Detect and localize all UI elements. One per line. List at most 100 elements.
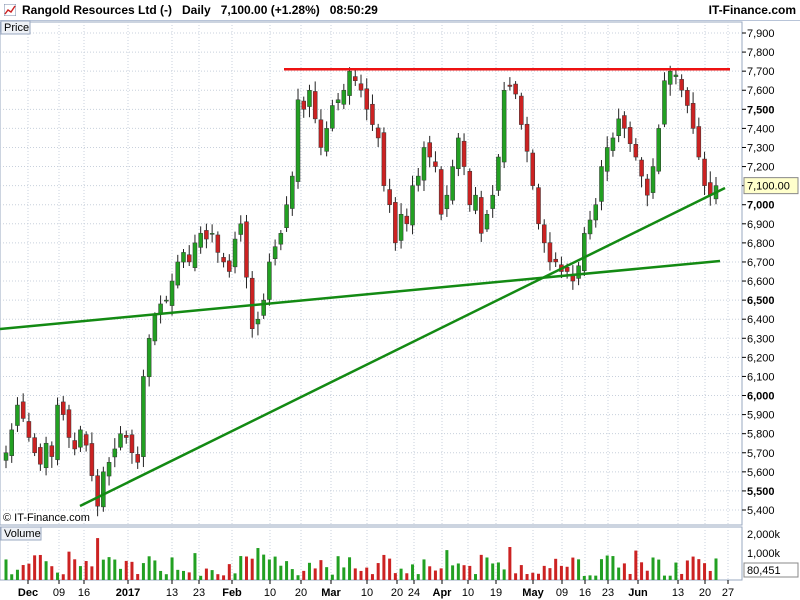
candle-body [387,189,392,205]
price-tick-label: 6,800 [747,238,775,250]
candle-body [152,315,158,342]
volume-bar [542,565,546,580]
current-volume-badge [743,562,799,578]
volume-bar [210,570,214,580]
candle-body [20,401,26,419]
volume-bar [56,572,60,580]
candle-body [667,70,673,85]
volume-bar [376,563,380,580]
support-trendline-long [0,259,721,331]
date-axis: Dec 09 16 2017 13 23 Feb 10 20 Mar 10 20 24 Apr 10 19 Ma… [18,580,734,599]
volume-bar [433,570,437,580]
volume-bar [50,566,54,580]
volume-bar [651,557,655,580]
candle-body [272,246,278,259]
candle-body [192,242,198,268]
volume-bar [113,559,117,580]
volume-bar [508,547,512,580]
volume-bar [15,569,19,580]
candle-body [582,233,587,271]
volume-bar [170,557,174,580]
volume-bar [611,556,615,580]
candle-body [101,471,106,508]
volume-bar [582,575,586,580]
date-label: 27 [722,587,734,599]
candle-body [255,318,261,325]
price-tick-label: 6,000 [747,391,775,403]
candle-body [335,99,341,103]
volume-bar [204,568,208,580]
volume-bar [90,566,94,580]
price-tick-label: 6,900 [747,219,775,231]
candle-body [616,118,621,137]
brand-label: IT-Finance.com [708,3,796,17]
volume-bar [628,573,632,580]
volume-bar [182,570,185,580]
candle-body [404,215,410,225]
date-label: Apr [433,587,453,599]
candle-body [375,127,381,139]
candle-body [622,115,627,129]
volume-bar [285,561,289,580]
date-label: 16 [78,587,90,599]
volume-bar [342,567,346,580]
volume-bar [594,575,598,580]
price-tick-label: 6,500 [747,295,775,307]
volume-bar [325,567,329,580]
trendlines-layer [0,68,730,508]
candle-body [490,194,495,209]
candle-body [513,83,518,95]
volume-bar [244,556,248,580]
candle-body [645,178,650,196]
candle-body [347,70,352,96]
candle-body [186,254,192,263]
candle-body [416,175,421,186]
candle-body [123,435,129,438]
candle-body [433,161,438,167]
volume-bar [525,574,529,580]
volume-bar [273,556,277,580]
volume-bar [193,553,197,580]
price-tick-label: 7,400 [747,123,775,135]
volume-bar [290,569,294,580]
price-tick-label: 6,400 [747,314,775,326]
volume-bar [382,554,386,580]
date-label: 13 [166,587,178,599]
candle-body [204,230,209,240]
candle-body [524,123,530,152]
price-tick-label: 7,700 [747,66,775,78]
volume-bar [256,548,260,580]
current-price-badge [743,177,799,195]
volume-bar [267,559,271,580]
candle-body [627,127,633,144]
volume-bar [537,573,540,580]
price-tick-label: 7,800 [747,47,775,59]
candle-body [530,152,536,186]
candle-body [318,119,324,148]
date-label: 19 [490,587,502,599]
date-label: Mar [321,587,341,599]
candle-body [519,95,524,125]
price-tick-label: 5,900 [747,410,775,422]
volume-bar [422,559,426,580]
volume-bar [405,573,409,580]
candle-body [146,338,152,378]
volume-bar [548,568,552,580]
volume-bar [605,555,609,580]
current-volume-label: 80,451 [747,565,781,577]
candle-body [679,79,684,91]
candle-body [26,421,32,438]
date-label: 23 [193,587,205,599]
volume-bar [674,562,678,580]
volume-bar [330,574,334,580]
volume-bar [559,565,563,580]
candle-body [72,440,77,450]
date-label: 09 [556,587,568,599]
candle-body [450,166,455,201]
volume-bar [577,559,581,580]
date-label: 10 [462,587,474,599]
candle-body [215,234,221,253]
date-label: 2017 [116,587,140,599]
volume-bar [393,573,397,580]
candle-body [473,194,478,211]
